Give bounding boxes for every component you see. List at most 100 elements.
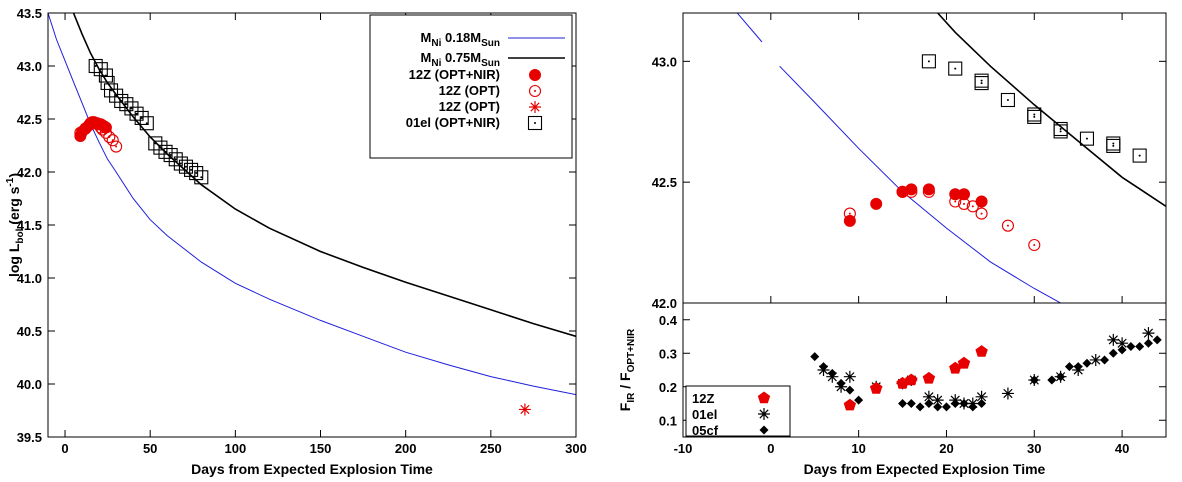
point-b-s1-ring bbox=[905, 185, 918, 198]
point-a-s3 bbox=[189, 166, 204, 181]
point-a-s1-dot bbox=[111, 139, 114, 142]
point-b-s2 bbox=[1132, 148, 1147, 163]
point-a-s3-dot bbox=[174, 158, 177, 161]
legend-c-label: 05cf bbox=[692, 423, 719, 438]
point-b-s1-ring bbox=[843, 207, 856, 220]
point-a-s2 bbox=[518, 403, 531, 416]
point-a-s3-box bbox=[153, 140, 168, 155]
xtick-label-a: 300 bbox=[565, 441, 587, 456]
point-c-s1 bbox=[1089, 353, 1102, 366]
xtick-label-c: 0 bbox=[767, 441, 774, 456]
point-a-s3 bbox=[163, 147, 178, 163]
point-b-s1 bbox=[922, 185, 935, 198]
point-a-s3 bbox=[153, 140, 168, 155]
legend-c-label: 01el bbox=[692, 407, 717, 422]
model-curve-018-seg1 bbox=[779, 65, 1062, 303]
point-a-s3 bbox=[139, 116, 154, 131]
ytick-label-a: 39.5 bbox=[17, 430, 42, 445]
point-a-s3-box bbox=[88, 58, 103, 74]
point-a-s3-dot bbox=[110, 89, 113, 92]
point-a-s3-box bbox=[168, 152, 183, 167]
point-a-s1-dot bbox=[92, 122, 95, 125]
point-b-s1-ring bbox=[975, 207, 988, 220]
point-c-s2 bbox=[941, 402, 951, 412]
point-c-s2 bbox=[836, 378, 846, 388]
point-a-s3 bbox=[109, 88, 124, 103]
ytick-label-c: 0.4 bbox=[659, 313, 678, 328]
legend-a-marker bbox=[529, 101, 541, 113]
xtick-label-a: 0 bbox=[61, 441, 68, 456]
point-b-s1-ring bbox=[1028, 238, 1041, 252]
model-curve-018 bbox=[48, 13, 576, 396]
xtick-label-a: 100 bbox=[225, 441, 247, 456]
point-b-s2-dot bbox=[1059, 128, 1062, 130]
point-b-s2-box bbox=[1106, 138, 1121, 153]
xtick-label-a: 250 bbox=[480, 441, 502, 456]
point-b-s1-ring bbox=[957, 197, 971, 210]
point-c-s1 bbox=[975, 390, 988, 403]
plot-area-b bbox=[736, 13, 1166, 303]
legend-a-label: 12Z (OPT) bbox=[439, 83, 500, 98]
xtick-label-c: 20 bbox=[939, 441, 953, 456]
point-a-s3-dot bbox=[159, 146, 162, 149]
ytick-label-a: 40.0 bbox=[17, 377, 42, 392]
point-b-s0 bbox=[958, 188, 971, 201]
point-a-s3-dot bbox=[195, 172, 198, 175]
point-c-s2 bbox=[898, 399, 908, 408]
point-a-s3-box bbox=[134, 110, 149, 125]
point-a-s3-box bbox=[109, 88, 124, 103]
point-a-s3-dot bbox=[154, 142, 157, 145]
legend-a-marker bbox=[528, 84, 542, 98]
point-a-s3-box bbox=[98, 68, 113, 83]
point-c-s2 bbox=[968, 402, 978, 412]
point-b-s1-dot bbox=[901, 190, 904, 193]
point-c-s2 bbox=[915, 402, 925, 412]
point-a-s3-box bbox=[163, 147, 178, 163]
point-a-s3-dot bbox=[130, 107, 133, 110]
point-c-s2 bbox=[1143, 338, 1153, 348]
point-a-s3 bbox=[194, 170, 209, 185]
point-a-s3-box bbox=[114, 93, 129, 109]
point-b-s2 bbox=[1106, 138, 1121, 153]
x-axis-label-c: Days from Expected Explosion Time bbox=[804, 461, 1046, 477]
point-a-s3-dot bbox=[94, 65, 97, 67]
point-c-s0 bbox=[949, 361, 962, 374]
point-b-s2-dot bbox=[1033, 113, 1036, 116]
ytick-label-a: 42.0 bbox=[17, 165, 42, 180]
point-c-s2 bbox=[1135, 342, 1145, 352]
point-a-s3 bbox=[119, 97, 134, 112]
point-c-s2 bbox=[1100, 355, 1110, 365]
point-b-s2 bbox=[1053, 124, 1068, 139]
point-b-s1-dot bbox=[848, 212, 851, 215]
point-b-s2-box bbox=[1000, 92, 1015, 108]
point-a-s3-box bbox=[148, 136, 163, 151]
legend-c-marker bbox=[757, 391, 771, 404]
point-b-s2-dot bbox=[954, 67, 957, 70]
point-b-s1-dot bbox=[963, 202, 966, 205]
point-b-s0 bbox=[922, 183, 935, 196]
legend-c-label: 12Z bbox=[692, 391, 714, 406]
point-b-s2-dot bbox=[1085, 137, 1088, 140]
point-a-s3 bbox=[134, 110, 149, 125]
xtick-label-c: 10 bbox=[851, 441, 865, 456]
ytick-label-c: 0.1 bbox=[659, 413, 677, 428]
point-a-s3-dot bbox=[169, 154, 172, 157]
model-curve-018-seg0 bbox=[736, 13, 763, 43]
ytick-label-a: 41.0 bbox=[17, 271, 42, 286]
point-b-s2 bbox=[974, 76, 989, 91]
point-c-s2 bbox=[819, 362, 829, 372]
ytick-label-a: 41.5 bbox=[17, 218, 42, 233]
point-b-s1-dot bbox=[1006, 224, 1009, 227]
point-c-s0 bbox=[957, 356, 971, 369]
point-c-s0 bbox=[922, 371, 936, 384]
point-a-s3-dot bbox=[184, 165, 187, 168]
legend-c-marker bbox=[759, 425, 769, 435]
point-a-s3-dot bbox=[164, 150, 167, 153]
point-c-s2 bbox=[1056, 372, 1066, 382]
point-c-s2 bbox=[1073, 362, 1083, 372]
point-c-s2 bbox=[1047, 375, 1057, 385]
point-b-s2-box bbox=[948, 61, 963, 76]
point-c-s2 bbox=[1152, 335, 1162, 345]
point-a-s3 bbox=[103, 83, 119, 98]
point-b-s2-dot bbox=[1006, 99, 1009, 101]
